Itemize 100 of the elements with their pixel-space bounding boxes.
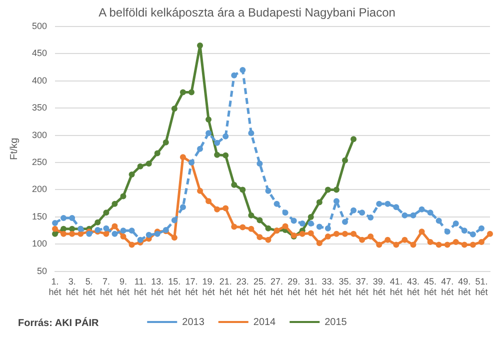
point (60, 226, 67, 232)
point (180, 154, 186, 160)
point (180, 204, 186, 210)
point (470, 242, 476, 248)
point (324, 225, 331, 232)
y-tick-label: 450 (32, 48, 48, 58)
point (120, 234, 126, 240)
point (112, 200, 118, 207)
point (231, 182, 238, 188)
point (214, 140, 220, 146)
point (128, 228, 135, 234)
x-tick-label: 41. hét (390, 276, 403, 298)
point (94, 219, 101, 226)
point (342, 157, 348, 164)
point (154, 150, 160, 156)
point (452, 220, 459, 226)
x-tick-label: 31. hét (304, 276, 318, 298)
point (359, 236, 366, 243)
y-tick-label: 200 (32, 184, 48, 194)
point (444, 228, 450, 235)
y-tick-label: 100 (32, 238, 48, 249)
point (342, 230, 348, 237)
point (214, 206, 220, 212)
point (103, 230, 110, 237)
point (316, 199, 322, 206)
y-tick-label: 150 (32, 211, 48, 222)
x-tick-label: 29. hét (288, 276, 301, 298)
point (461, 242, 468, 248)
point (256, 234, 263, 240)
point (487, 230, 493, 237)
x-tick-label: 35. hét (338, 276, 352, 298)
point (265, 188, 272, 194)
point (248, 212, 254, 218)
point (197, 146, 204, 152)
point (308, 220, 314, 226)
point (478, 225, 484, 232)
y-tick-label: 50 (37, 266, 48, 276)
point (436, 242, 442, 248)
point (333, 186, 340, 193)
point (410, 242, 416, 248)
point (188, 89, 194, 96)
chart-title: A belföldi kelkáposzta ára a Budapesti Nagybani Piacon (98, 6, 396, 20)
x-tick-label: 49. hét (458, 276, 472, 298)
point (350, 230, 357, 237)
point (282, 210, 288, 216)
point (222, 205, 229, 212)
point (256, 217, 263, 224)
point (171, 217, 178, 224)
point (359, 210, 366, 216)
legend-label: 2014 (253, 316, 276, 328)
x-tick-label: 15. hét (168, 276, 182, 298)
point (299, 220, 306, 226)
point (112, 223, 118, 230)
point (222, 133, 229, 140)
point (274, 200, 280, 207)
point (324, 186, 331, 193)
point (103, 225, 110, 232)
x-tick-label: 17. hét (185, 276, 198, 298)
point (231, 72, 238, 78)
point (146, 160, 152, 167)
point (265, 225, 272, 232)
x-tick-label: 27. hét (270, 276, 284, 298)
x-tick-label: 13. hét (151, 276, 164, 298)
point (240, 224, 246, 230)
point (206, 198, 212, 204)
point (60, 230, 67, 237)
point (206, 130, 212, 136)
point (384, 236, 391, 243)
point (222, 152, 229, 158)
point (393, 242, 400, 248)
point (350, 207, 357, 214)
point (461, 228, 468, 234)
point (162, 139, 169, 146)
text: Forrás: AKI PÁIR (18, 318, 99, 329)
point (436, 218, 442, 224)
point (444, 242, 450, 248)
point (282, 223, 288, 230)
point (333, 230, 340, 237)
point (290, 218, 297, 224)
point (410, 212, 416, 218)
legend-label: 2015 (324, 316, 348, 328)
x-tick-label: 19. hét (202, 276, 216, 298)
point (418, 206, 425, 212)
x-tick-label: 39. hét (372, 276, 386, 298)
x-tick-label: 51. hét (475, 276, 488, 298)
point (60, 215, 67, 222)
point (112, 230, 118, 237)
point (128, 242, 135, 248)
point (137, 236, 144, 243)
x-tick-label: 11. hét (134, 276, 148, 298)
point (171, 234, 178, 241)
point (427, 239, 434, 245)
point (333, 198, 340, 204)
point (418, 228, 425, 235)
x-tick-label: 9. hét (116, 276, 130, 298)
point (376, 200, 382, 207)
y-tick-label: 300 (32, 130, 48, 140)
point (146, 232, 152, 238)
point (214, 152, 220, 158)
point (384, 200, 391, 207)
